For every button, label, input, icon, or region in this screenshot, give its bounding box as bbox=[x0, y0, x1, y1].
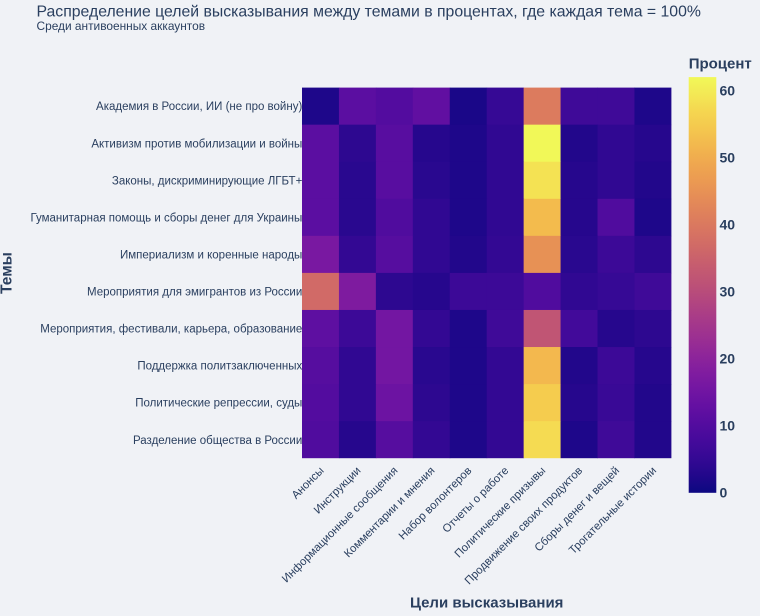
svg-text:Законы, дискриминирующие ЛГБТ+: Законы, дискриминирующие ЛГБТ+ bbox=[112, 175, 303, 187]
svg-text:Цели высказывания: Цели высказывания bbox=[410, 595, 563, 612]
svg-text:Политические репрессии, суды: Политические репрессии, суды bbox=[135, 398, 302, 410]
svg-text:Среди антивоенных аккаунтов: Среди антивоенных аккаунтов bbox=[37, 19, 206, 33]
svg-text:20: 20 bbox=[720, 351, 736, 367]
svg-text:Академия в России, ИИ (не про: Академия в России, ИИ (не про войну) bbox=[96, 101, 302, 113]
svg-text:Мероприятия, фестивали, карьер: Мероприятия, фестивали, карьера, образов… bbox=[40, 324, 302, 336]
svg-text:50: 50 bbox=[720, 149, 736, 165]
svg-text:Активизм против мобилизации и: Активизм против мобилизации и войны bbox=[91, 138, 302, 150]
svg-text:0: 0 bbox=[720, 485, 728, 501]
svg-text:Империализм и коренные народы: Империализм и коренные народы bbox=[120, 249, 302, 261]
svg-text:40: 40 bbox=[720, 216, 736, 232]
svg-text:Распределение целей высказыван: Распределение целей высказывания между т… bbox=[37, 3, 701, 20]
svg-text:Поддержка политзаключенных: Поддержка политзаключенных bbox=[137, 361, 302, 373]
svg-text:10: 10 bbox=[720, 418, 736, 434]
svg-text:Мероприятия для эмигрантов из: Мероприятия для эмигрантов из России bbox=[87, 287, 302, 299]
svg-text:Процент: Процент bbox=[689, 56, 752, 73]
svg-text:Гуманитарная помощь и сборы де: Гуманитарная помощь и сборы денег для Ук… bbox=[31, 212, 303, 224]
svg-text:Темы: Темы bbox=[0, 252, 16, 294]
svg-text:30: 30 bbox=[720, 283, 736, 299]
svg-text:60: 60 bbox=[720, 82, 736, 98]
svg-text:Разделение общества в России: Разделение общества в России bbox=[133, 435, 302, 447]
